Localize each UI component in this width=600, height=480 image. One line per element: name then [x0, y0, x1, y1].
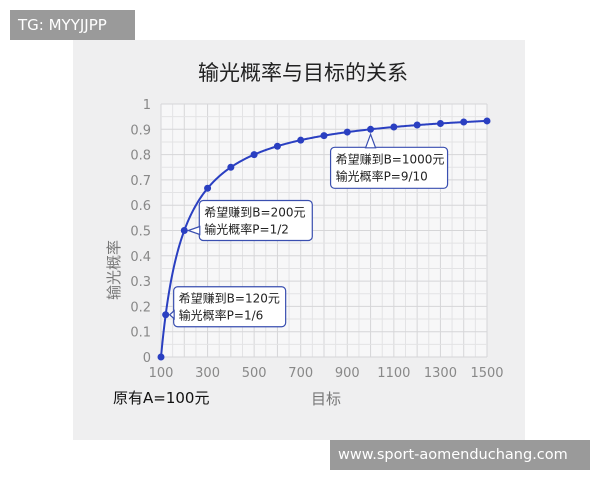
y-tick-label: 0.9 — [130, 123, 151, 138]
data-point — [227, 163, 235, 171]
x-tick-label: 500 — [242, 366, 267, 381]
callout-box — [198, 199, 313, 242]
data-point — [157, 353, 165, 361]
data-point — [273, 142, 281, 150]
data-point — [162, 311, 170, 319]
y-axis-label: 输光概率 — [105, 240, 123, 300]
callout-pointer — [186, 225, 201, 236]
y-tick-label: 0.8 — [130, 149, 151, 164]
data-point — [204, 184, 212, 192]
y-tick-label: 0.5 — [130, 225, 151, 240]
data-point — [343, 128, 351, 136]
x-tick-label: 1500 — [470, 366, 503, 381]
y-tick-label: 0 — [143, 351, 151, 366]
data-point — [436, 119, 444, 127]
callout-line2: 输光概率P=1/2 — [204, 222, 289, 237]
data-point — [483, 117, 491, 125]
data-point — [297, 136, 305, 144]
chart-title: 输光概率与目标的关系 — [198, 61, 408, 85]
y-tick-label: 1 — [143, 98, 151, 113]
callout-line1: 希望赚到B=200元 — [204, 205, 305, 220]
data-point — [320, 132, 328, 140]
chart: 输光概率与目标的关系 100 300 500 700 900 1100 1300 1500 0 0… — [105, 61, 504, 408]
callout-box — [173, 286, 287, 328]
callout-pointer — [364, 132, 377, 149]
callout-line1: 希望赚到B=120元 — [179, 291, 280, 306]
y-tick-label: 0.6 — [130, 199, 151, 214]
data-point — [460, 118, 468, 126]
data-point — [390, 123, 398, 131]
callout-line2: 输光概率P=9/10 — [336, 168, 428, 183]
watermark-top: TG: MYYJJPP — [10, 10, 135, 40]
callout-line1: 希望赚到B=1000元 — [336, 151, 445, 166]
y-tick-label: 0.4 — [130, 250, 151, 265]
data-point — [250, 151, 258, 159]
y-tick-label: 0.3 — [130, 275, 151, 290]
x-axis-label: 目标 — [311, 390, 341, 408]
x-tick-label: 1300 — [424, 366, 457, 381]
watermark-bottom: www.sport-aomenduchang.com — [330, 440, 590, 470]
data-point — [413, 121, 421, 129]
y-tick-label: 0.2 — [130, 300, 151, 315]
x-tick-label: 900 — [335, 366, 360, 381]
y-tick-label: 0.1 — [130, 326, 151, 341]
data-point — [367, 125, 375, 133]
callout-box — [329, 146, 449, 189]
chart-panel: 输光概率与目标的关系 100 300 500 700 900 1100 1300 1500 0 0… — [73, 40, 525, 440]
note-original-amount: 原有A=100元 — [113, 389, 209, 407]
callout-pointer — [168, 309, 175, 321]
callout-line2: 输光概率P=1/6 — [179, 308, 264, 323]
data-point — [180, 227, 188, 234]
x-tick-label: 1100 — [377, 366, 410, 381]
x-tick-label: 700 — [288, 366, 313, 381]
y-tick-label: 0.7 — [130, 174, 151, 189]
x-tick-label: 300 — [195, 366, 220, 381]
x-tick-label: 100 — [149, 366, 174, 381]
